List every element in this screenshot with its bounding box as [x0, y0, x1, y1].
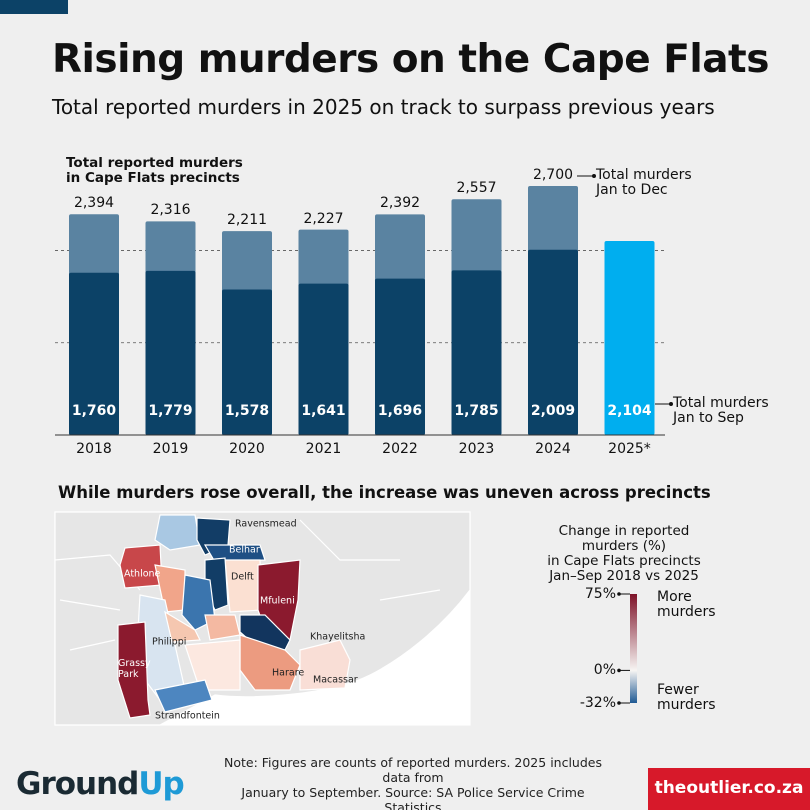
x-tick-label: 2019 — [152, 440, 189, 457]
value-label: 2,227 — [303, 210, 344, 227]
map-title: While murders rose overall, the increase… — [58, 483, 711, 502]
x-tick-label: 2022 — [382, 440, 418, 457]
region-label: Delft — [231, 571, 254, 583]
value-label: 2,392 — [379, 195, 421, 212]
boundaries — [54, 519, 441, 651]
region — [119, 544, 163, 589]
value-label: 1,760 — [71, 402, 117, 419]
region — [154, 514, 201, 551]
bar — [145, 270, 196, 435]
region-label: Philippi — [152, 636, 187, 648]
tick-dot — [617, 701, 621, 705]
region-label: Mfuleni — [260, 595, 295, 607]
bar — [528, 249, 578, 435]
value-label: 2,394 — [73, 195, 115, 212]
tick-dot — [617, 668, 621, 673]
title: Rising murders on the Cape Flats — [52, 37, 769, 82]
region — [299, 639, 351, 691]
legend-label: Total murders Jan to Dec — [596, 167, 692, 198]
value-label: 2,104 — [607, 402, 652, 419]
bar — [451, 270, 502, 435]
value-label: 2,557 — [456, 180, 497, 197]
region-label: Macassar — [313, 674, 358, 686]
region-label: Khayelitsha — [310, 631, 366, 643]
map — [54, 511, 471, 726]
region-label: Grassy Park — [118, 658, 151, 680]
region — [203, 544, 266, 563]
value-label: 1,696 — [377, 402, 423, 419]
region — [224, 559, 263, 613]
region — [184, 639, 241, 691]
logo-part: Up — [138, 766, 184, 802]
legend-tick-label: -32% — [579, 694, 616, 711]
value-label: 2,211 — [226, 212, 268, 228]
region — [164, 610, 201, 643]
legend-tick-label: 75% — [584, 585, 616, 602]
legend-label: Fewer murders — [657, 682, 716, 713]
legend-label: Total murders Jan to Sep — [673, 395, 769, 426]
x-tick-label: 2024 — [535, 440, 571, 457]
bar — [298, 283, 349, 435]
bar — [222, 289, 272, 435]
value-label: 2,700 — [532, 166, 574, 183]
region — [154, 679, 213, 713]
bar — [604, 240, 655, 435]
region-label: Strandfontein — [155, 710, 220, 722]
region — [117, 621, 151, 719]
logo-part: Ground — [16, 766, 139, 802]
top-accent — [0, 0, 68, 14]
annotation-dot — [669, 402, 673, 406]
region — [204, 614, 241, 641]
footnote: Note: Figures are counts of reported mur… — [224, 755, 602, 810]
value-label: 1,779 — [148, 402, 193, 419]
bar — [375, 278, 425, 435]
region-label: Ravensmead — [235, 518, 297, 530]
value-label: 2,316 — [150, 202, 191, 219]
x-tick-label: 2018 — [76, 440, 112, 457]
bar — [69, 272, 119, 435]
x-tick-label: 2025* — [608, 440, 651, 457]
site-badge — [648, 768, 810, 810]
legend-label: More murders — [657, 589, 716, 620]
region-label: Athlone — [124, 568, 161, 580]
region-label: Belhar — [229, 544, 260, 556]
value-label: 1,641 — [301, 402, 346, 419]
subtitle: Total reported murders in 2025 on track … — [52, 95, 715, 119]
logo: GroundUp — [16, 766, 185, 803]
chart-title: Total reported murders in Cape Flats pre… — [66, 155, 243, 186]
region-label: Harare — [272, 667, 305, 679]
value-label: 2,009 — [530, 402, 576, 419]
annotation-dot — [592, 174, 596, 178]
x-tick-label: 2021 — [305, 440, 342, 457]
site-name: theoutlier.co.za — [654, 778, 804, 799]
legend-tick-label: 0% — [593, 662, 616, 679]
tick-dot — [617, 592, 621, 596]
value-label: 1,578 — [224, 402, 270, 419]
x-tick-label: 2023 — [458, 440, 495, 457]
color-scale — [630, 594, 637, 703]
x-tick-label: 2020 — [229, 440, 265, 457]
value-label: 1,785 — [454, 402, 499, 419]
legend-title: Change in reported murders (%) in Cape F… — [547, 523, 701, 584]
